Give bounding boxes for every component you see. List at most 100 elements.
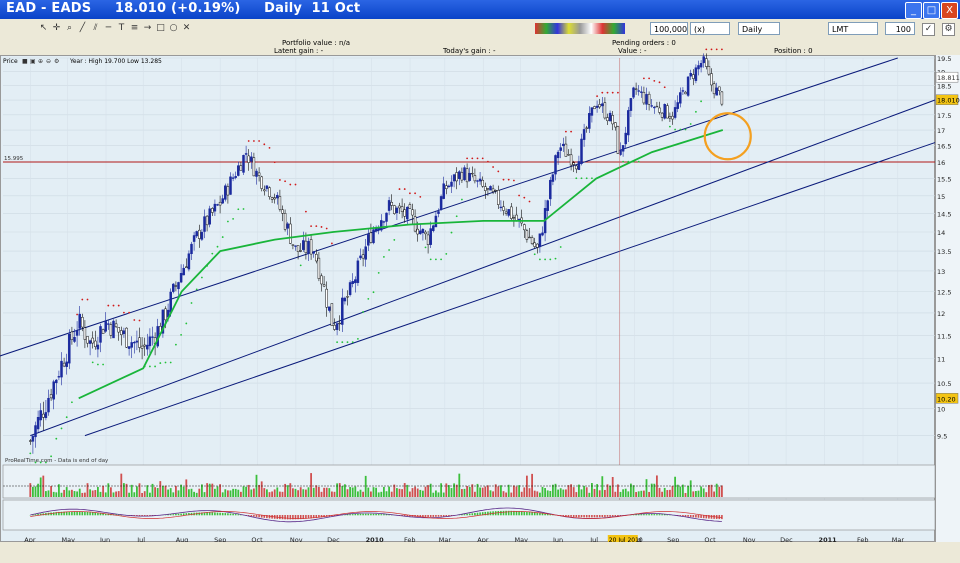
macd-histogram-bar — [419, 515, 422, 517]
candle-body — [57, 376, 61, 378]
volume-bar — [661, 491, 664, 497]
volume-bar — [34, 486, 37, 497]
maximize-button[interactable]: □ — [923, 2, 940, 19]
sar-dot — [86, 298, 89, 301]
volume-bar — [559, 488, 562, 497]
candle-body — [580, 138, 583, 164]
volume-bar — [601, 476, 604, 497]
y-tick-label: 11 — [937, 356, 945, 364]
candle-body — [528, 236, 531, 239]
limit-value-field[interactable]: 100 — [885, 22, 915, 35]
macd-histogram-bar — [606, 515, 609, 517]
sar-dot — [611, 91, 614, 94]
candle-body — [512, 217, 516, 219]
portfolio-info-bar: Portfolio value : n/a Latent gain : - To… — [0, 39, 960, 55]
sar-dot — [357, 337, 359, 340]
sar-dot — [461, 198, 463, 201]
volume-bar — [406, 484, 409, 497]
macd-histogram-bar — [656, 514, 658, 516]
macd-histogram-bar — [661, 514, 663, 516]
volume-bar — [416, 488, 419, 497]
macd-histogram-bar — [572, 515, 575, 517]
sar-dot — [679, 128, 682, 131]
candle-body — [395, 207, 399, 214]
candle-body — [694, 67, 698, 81]
volume-bar — [250, 489, 253, 497]
candle-body — [411, 209, 414, 216]
candle-body — [286, 223, 289, 229]
chart-area[interactable] — [0, 55, 935, 542]
quantity-field[interactable]: 100,000 — [650, 22, 688, 35]
candle-body — [421, 229, 425, 233]
text-tool-icon[interactable]: T — [118, 23, 125, 33]
candle-body — [452, 174, 456, 182]
volume-bar — [640, 490, 643, 497]
macd-histogram-bar — [481, 512, 484, 516]
volume-bar — [427, 485, 430, 497]
sar-dot — [689, 123, 692, 125]
sar-dot — [60, 427, 63, 430]
volume-bar — [78, 488, 81, 497]
date-tag-bg — [607, 535, 638, 544]
candle-body — [577, 161, 581, 170]
ok-icon[interactable]: ✓ — [922, 23, 935, 36]
order-type-select[interactable]: LMT — [828, 22, 878, 35]
sar-dot — [710, 48, 713, 51]
macd-histogram-bar — [362, 513, 364, 516]
macd-histogram-bar — [115, 514, 117, 516]
color-palette[interactable] — [535, 23, 625, 34]
x-tick-label: Apr — [477, 536, 489, 544]
sar-dot — [601, 91, 604, 94]
macd-histogram-bar — [445, 515, 448, 517]
volume-bar — [172, 492, 175, 497]
candle-body — [120, 330, 123, 336]
settings-icon[interactable]: ⚙ — [942, 23, 955, 36]
macd-histogram-bar — [689, 515, 692, 517]
minimize-button[interactable]: _ — [905, 2, 922, 19]
macd-histogram-bar — [292, 515, 294, 520]
ellipse-tool-icon[interactable]: ○ — [169, 23, 178, 33]
candle-body — [96, 344, 100, 350]
candle-body — [679, 92, 682, 104]
macd-histogram-bar — [648, 514, 650, 516]
channel-tool-icon[interactable]: ⫽ — [93, 23, 98, 33]
period-select[interactable]: Daily — [738, 22, 780, 35]
macd-histogram-bar — [185, 513, 188, 516]
volume-bar — [411, 488, 414, 497]
close-button[interactable]: X — [941, 2, 958, 19]
sar-dot — [513, 179, 515, 182]
crosshair-icon[interactable]: ✛ — [52, 23, 61, 33]
volume-bar — [216, 486, 219, 497]
candle-body — [88, 340, 92, 344]
candle-body — [408, 204, 412, 209]
macd-histogram-bar — [617, 515, 619, 517]
macd-histogram-bar — [383, 514, 385, 516]
candle-body — [507, 209, 510, 216]
sar-dot — [502, 178, 505, 181]
volume-bar — [591, 483, 593, 497]
macd-histogram-bar — [78, 511, 81, 516]
candle-body — [348, 282, 352, 295]
hline-tool-icon[interactable]: ─ — [105, 23, 112, 33]
candle-body — [75, 330, 79, 336]
arrow-tool-icon[interactable]: → — [143, 23, 152, 33]
candle-body — [562, 143, 565, 147]
delete-icon[interactable]: ✕ — [182, 23, 191, 33]
rectangle-tool-icon[interactable]: □ — [156, 23, 165, 33]
candle-body — [114, 323, 118, 328]
y-tick-label: 9.5 — [937, 433, 947, 441]
macd-histogram-bar — [206, 512, 208, 516]
candle-body — [468, 172, 471, 181]
volume-bar — [42, 475, 45, 497]
volume-bar — [708, 485, 710, 497]
volume-bar — [198, 488, 201, 497]
fibonacci-icon[interactable]: ≡ — [130, 23, 139, 33]
cursor-icon[interactable]: ↖ — [39, 23, 48, 33]
volume-bar — [432, 492, 435, 497]
zoom-icon[interactable]: ⌕ — [66, 23, 73, 33]
line-tool-icon[interactable]: ╱ — [79, 23, 86, 33]
sar-dot — [695, 110, 697, 113]
sar-dot — [419, 196, 422, 198]
candle-body — [351, 281, 354, 285]
